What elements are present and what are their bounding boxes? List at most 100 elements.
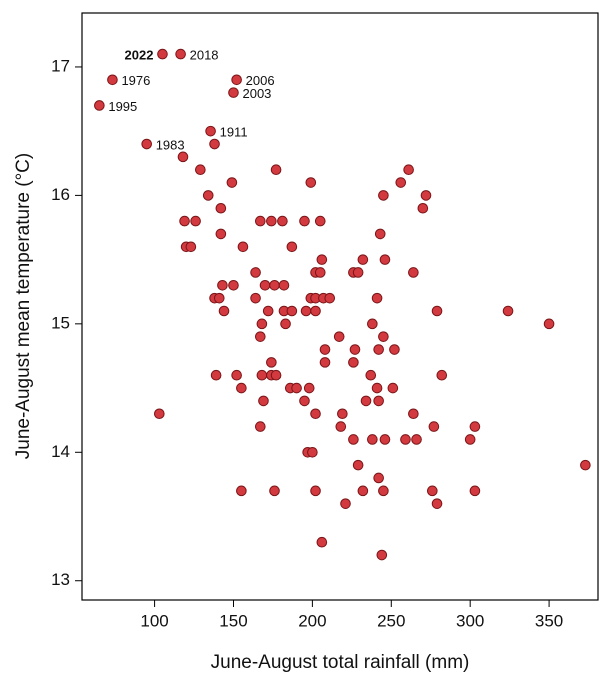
y-tick-label: 16 [51,185,70,204]
y-tick-label: 14 [51,442,70,461]
point [269,280,280,291]
point [303,382,315,394]
point [319,344,331,355]
point [259,280,271,291]
point [177,151,189,163]
point [256,318,268,330]
point [154,408,165,420]
point [256,369,268,381]
point [270,164,282,176]
point [307,446,318,458]
point [378,485,389,497]
point [175,48,186,60]
point [324,292,336,304]
annotation: 2006 [246,73,275,88]
point [305,177,317,188]
point [185,241,197,253]
point [417,202,429,214]
point [373,472,384,484]
x-tick-label: 200 [298,611,326,630]
point [316,254,328,265]
x-tick-label: 250 [377,611,405,630]
point [310,305,321,317]
annotation: 2003 [242,86,271,101]
point [226,177,238,188]
point [231,74,242,86]
y-tick-label: 13 [51,570,70,589]
point [543,318,555,330]
point [502,305,514,317]
point [270,369,282,381]
point [431,498,443,509]
x-tick-label: 300 [456,611,484,630]
point [250,267,261,278]
point [408,267,419,278]
point [411,434,422,445]
point [215,202,227,214]
point [179,215,190,227]
point [431,305,443,317]
point [217,280,228,291]
point [215,228,227,240]
annotation: 1983 [156,137,185,152]
point [310,408,321,420]
x-tick-label: 100 [140,611,168,630]
point [314,267,326,278]
point [213,292,225,304]
point [218,305,230,317]
point [376,549,388,561]
annotation: 1995 [108,99,137,114]
point [278,280,290,291]
point [387,382,399,394]
point [157,48,168,60]
point [464,434,476,445]
point [428,421,440,432]
point [373,344,384,355]
point [255,331,266,342]
point [348,434,359,445]
annotation: 2022 [125,48,154,63]
point [408,408,419,420]
point [374,228,386,240]
point [190,215,201,227]
point [266,215,277,227]
point [400,434,411,445]
point [367,434,378,445]
point [340,498,351,509]
point [403,164,414,176]
point [205,125,216,137]
point [316,536,328,548]
point [255,215,266,227]
point [141,138,152,150]
point [357,485,369,497]
point [236,485,247,497]
plot-frame [81,12,599,601]
point [280,318,291,330]
annotation: 2018 [190,48,219,63]
point [255,421,266,432]
point [348,357,359,368]
point [378,190,389,201]
point [209,138,220,150]
x-axis-title: June-August total rainfall (mm) [211,652,470,673]
point [231,369,242,381]
point [266,357,277,368]
point [365,369,377,381]
point [195,164,206,176]
point [349,344,361,355]
point [337,408,348,420]
annotation: 1911 [220,125,248,140]
point [395,177,407,188]
point [299,395,310,407]
point [378,331,389,342]
point [469,421,481,432]
point [228,280,239,291]
point [314,215,326,227]
point [299,215,310,227]
point [379,254,391,265]
y-axis-title: June-August mean temperature (°C) [13,153,34,459]
point [360,395,372,407]
point [262,305,274,317]
point [333,331,345,342]
